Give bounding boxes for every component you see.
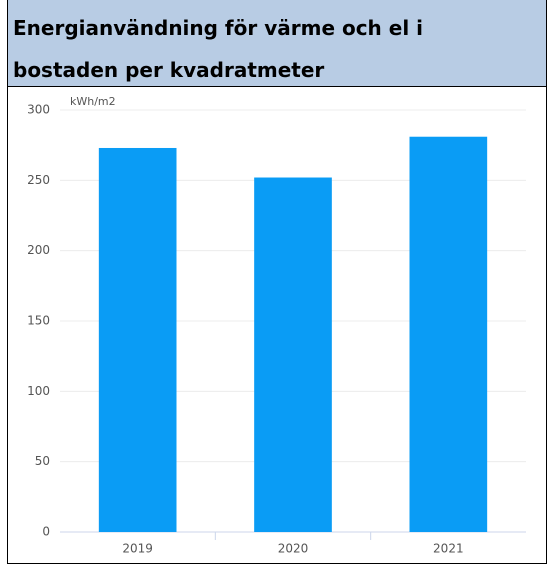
chart-title: Energianvändning för värme och el i bost…: [13, 16, 423, 82]
bar: [254, 177, 332, 532]
y-tick-label: 250: [27, 173, 50, 187]
y-tick-label: 0: [42, 525, 50, 539]
x-tick-label: 2020: [278, 542, 309, 556]
y-tick-label: 300: [27, 103, 50, 117]
y-tick-label: 50: [35, 454, 50, 468]
x-tick-label: 2019: [122, 542, 153, 556]
y-unit: kWh/m2: [70, 95, 116, 108]
y-tick-label: 100: [27, 384, 50, 398]
bar: [98, 147, 177, 533]
y-tick-label: 150: [27, 314, 50, 328]
y-tick-label: 200: [27, 243, 50, 257]
frame: Energianvändning för värme och el i bost…: [7, 0, 547, 564]
header: Energianvändning för värme och el i bost…: [8, 0, 546, 87]
bar: [409, 136, 488, 532]
x-tick-label: 2021: [433, 542, 464, 556]
